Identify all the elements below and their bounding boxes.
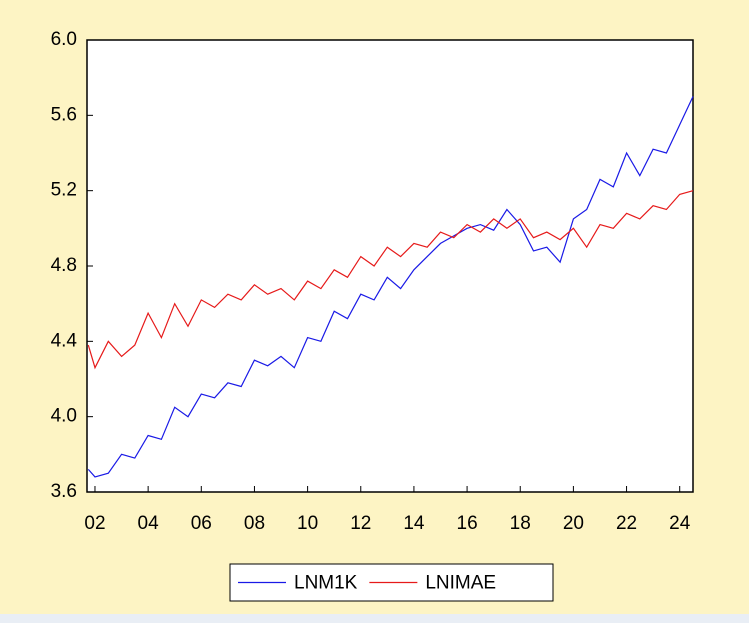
bottom-strip: [0, 614, 749, 623]
y-tick-label: 5.2: [51, 180, 77, 201]
x-tick-label: 14: [403, 513, 425, 534]
y-tick-label: 4.8: [51, 255, 77, 276]
x-tick-label: 22: [616, 513, 637, 534]
x-tick-label: 02: [84, 513, 105, 534]
y-tick-label: 3.6: [51, 481, 77, 502]
series-line: [87, 96, 694, 478]
x-tick-label: 08: [244, 513, 265, 534]
y-tick-label: 5.6: [51, 104, 77, 125]
x-tick-label: 20: [563, 513, 584, 534]
series-line: [87, 190, 694, 370]
x-tick-label: 10: [297, 513, 318, 534]
legend-label: LNIMAE: [425, 573, 496, 594]
plot-area: [86, 39, 694, 493]
legend-label: LNM1K: [294, 573, 358, 594]
x-tick-label: 12: [350, 513, 371, 534]
y-tick-label: 4.0: [51, 406, 77, 427]
x-tick-label: 04: [138, 513, 160, 534]
y-tick-label: 6.0: [51, 29, 77, 50]
x-tick-label: 18: [510, 513, 531, 534]
x-tick-label: 24: [669, 513, 691, 534]
x-tick-label: 16: [457, 513, 478, 534]
x-tick-label: 06: [191, 513, 212, 534]
y-tick-label: 4.4: [51, 330, 78, 351]
